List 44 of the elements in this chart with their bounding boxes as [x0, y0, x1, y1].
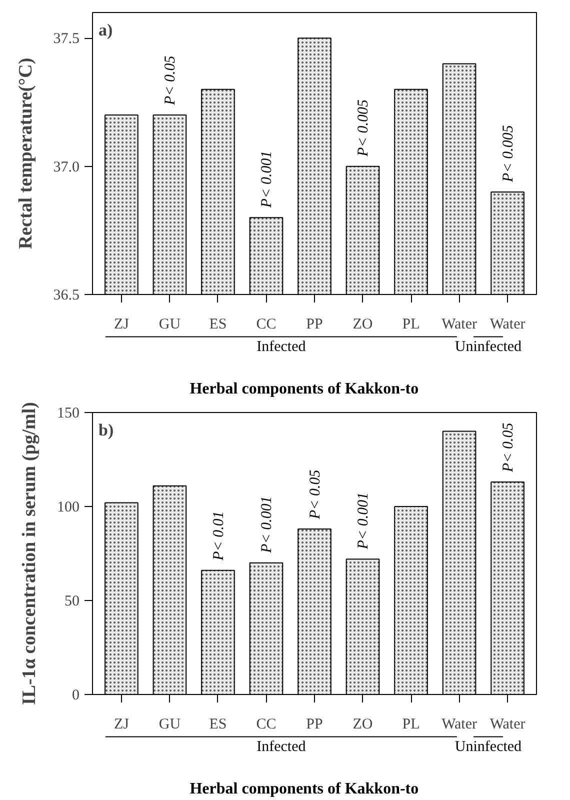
x-tick-label: PP [306, 316, 323, 332]
text: Infected [256, 738, 306, 755]
y-tick-label: 50 [64, 594, 80, 610]
x-tick-label: ES [209, 316, 227, 332]
annotation: P< 0.01 [210, 511, 227, 562]
x-tick-label: Water [490, 716, 526, 732]
x-tick-label: Water [442, 716, 478, 732]
annotation: P< 0.001 [356, 492, 372, 550]
annotation: P< 0.001 [259, 496, 276, 554]
x-tick-label: ZJ [114, 316, 130, 332]
y-tick-label: 150 [57, 406, 80, 422]
text: Uninfected [454, 338, 522, 355]
y-axis-title: IL-1α concentration in serum (pg/ml) [19, 402, 40, 705]
text: Infected [256, 338, 306, 355]
x-tick-label: PP [306, 716, 323, 732]
x-tick-label: Water [490, 316, 526, 332]
x-tick-label: GU [158, 716, 181, 732]
annotation: P< 0.05 [500, 422, 517, 474]
x-tick-label: PL [402, 316, 420, 332]
annotation: P< 0.05 [162, 55, 179, 106]
x-tick-label: ES [209, 716, 227, 732]
y-tick-label: 100 [57, 500, 80, 516]
x-tick-label: CC [256, 316, 276, 332]
x-tick-label: ZO [352, 316, 373, 332]
x-tick-label: PL [402, 716, 420, 732]
x-axis-title: Herbal components of Kakkon-to [190, 380, 419, 398]
x-tick-label: ZJ [114, 716, 130, 732]
annotation: P< 0.05 [307, 469, 324, 520]
y-axis-title: Rectal temperature(°C) [15, 58, 36, 250]
annotation: P< 0.005 [356, 99, 372, 158]
annotation: P< 0.005 [500, 124, 517, 183]
text: Uninfected [454, 738, 522, 755]
y-tick-label: 37.5 [53, 31, 80, 48]
x-tick-label: Water [442, 316, 478, 332]
x-tick-label: CC [256, 716, 276, 732]
x-tick-label: ZO [352, 716, 373, 732]
y-tick-label: 0 [72, 688, 80, 704]
text: b) [98, 420, 114, 440]
x-axis-title: Herbal components of Kakkon-to [190, 780, 419, 798]
y-tick-label: 36.5 [53, 288, 80, 304]
annotation: P< 0.001 [259, 150, 276, 209]
text: a) [98, 20, 113, 40]
x-tick-label: GU [158, 316, 181, 332]
y-tick-label: 37.0 [53, 159, 80, 176]
